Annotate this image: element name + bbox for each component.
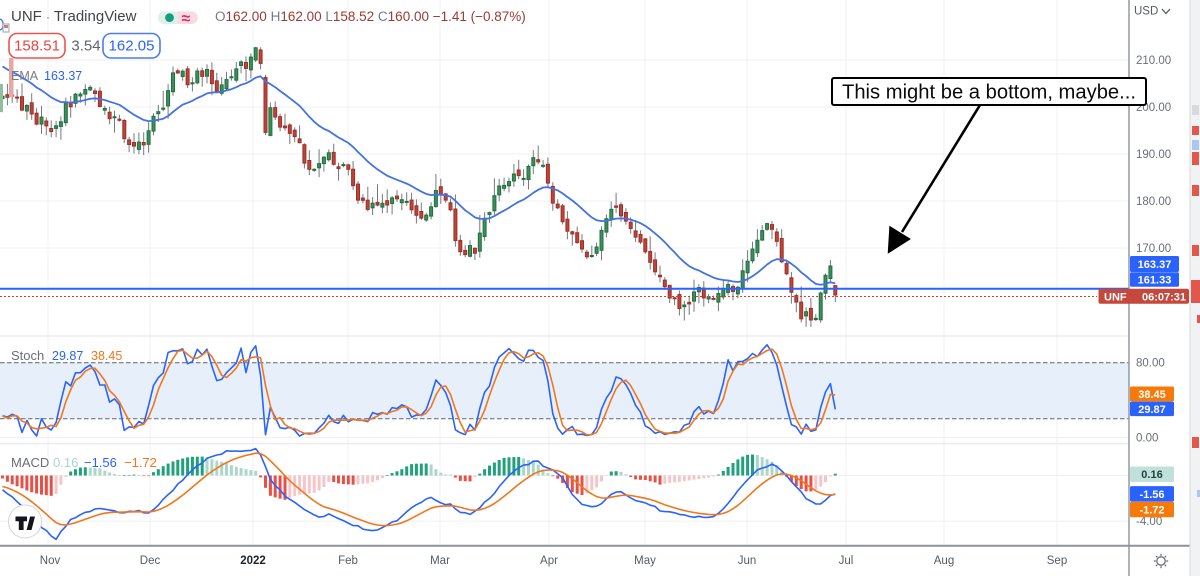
svg-text:UNF: UNF <box>1104 291 1127 303</box>
svg-text:162.05: 162.05 <box>109 38 155 55</box>
svg-text:UNF · TradingView: UNF · TradingView <box>11 8 137 25</box>
svg-text:2022: 2022 <box>240 555 266 567</box>
svg-text:06:07:31: 06:07:31 <box>1142 291 1186 303</box>
svg-text:Aug: Aug <box>934 555 954 567</box>
svg-text:190.00: 190.00 <box>1136 149 1171 161</box>
svg-text:EMA: EMA <box>11 69 39 83</box>
svg-text:-1.56: -1.56 <box>1139 489 1164 501</box>
svg-text:Mar: Mar <box>430 555 450 567</box>
svg-text:Sep: Sep <box>1047 555 1067 567</box>
svg-text:163.37: 163.37 <box>1138 259 1172 271</box>
svg-text:−1.56: −1.56 <box>84 455 117 470</box>
svg-text:3.54: 3.54 <box>71 38 100 55</box>
svg-text:0.00: 0.00 <box>1136 433 1158 445</box>
svg-text:-1.72: -1.72 <box>1139 505 1164 517</box>
svg-text:MACD: MACD <box>11 455 49 470</box>
svg-text:Dec: Dec <box>140 555 161 567</box>
svg-text:38.45: 38.45 <box>91 349 122 363</box>
svg-text:Jul: Jul <box>839 555 854 567</box>
svg-text:161.33: 161.33 <box>1138 274 1172 286</box>
svg-text:0.16: 0.16 <box>53 455 78 470</box>
svg-text:O162.00 H162.00 L158.52 C160.0: O162.00 H162.00 L158.52 C160.00 −1.41 (−… <box>215 9 526 24</box>
svg-text:Stoch: Stoch <box>11 348 44 363</box>
svg-text:≈: ≈ <box>182 11 191 28</box>
svg-text:Feb: Feb <box>338 555 358 567</box>
svg-text:158.51: 158.51 <box>14 38 60 55</box>
svg-text:Apr: Apr <box>540 555 558 567</box>
svg-text:163.37: 163.37 <box>44 69 82 83</box>
svg-text:38.45: 38.45 <box>1138 389 1166 401</box>
svg-text:29.87: 29.87 <box>1138 404 1166 416</box>
svg-text:Nov: Nov <box>40 555 61 567</box>
svg-text:170.00: 170.00 <box>1136 243 1171 255</box>
svg-text:-4.00: -4.00 <box>1136 516 1162 528</box>
svg-text:This might be a bottom, maybe.: This might be a bottom, maybe... <box>842 82 1136 104</box>
svg-text:May: May <box>634 555 656 567</box>
svg-text:80.00: 80.00 <box>1136 358 1165 370</box>
svg-text:0.16: 0.16 <box>1141 469 1162 481</box>
svg-text:Jun: Jun <box>738 555 757 567</box>
svg-text:210.00: 210.00 <box>1136 55 1171 67</box>
svg-text:USD: USD <box>1134 6 1158 18</box>
svg-text:180.00: 180.00 <box>1136 196 1171 208</box>
svg-text:29.87: 29.87 <box>52 349 83 363</box>
svg-text:−1.72: −1.72 <box>124 455 157 470</box>
